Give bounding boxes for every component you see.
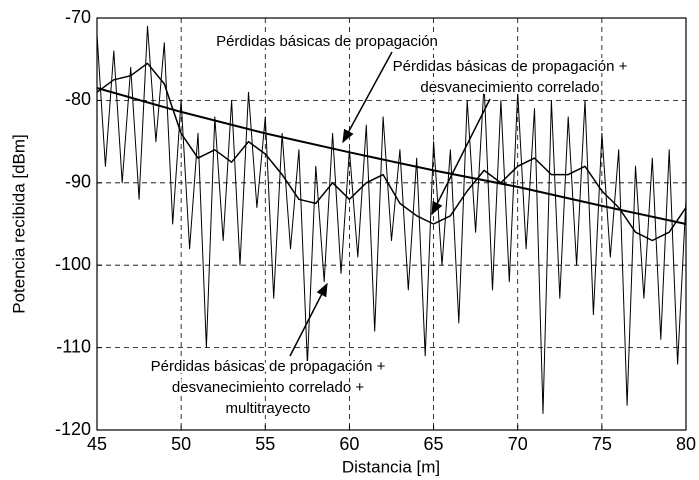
arrow <box>289 282 328 357</box>
plot-background <box>97 18 686 430</box>
x-tick-label: 60 <box>339 434 359 454</box>
y-axis-label: Potencia recibida [dBm] <box>9 134 28 314</box>
x-tick-label: 55 <box>255 434 275 454</box>
x-tick-label: 45 <box>87 434 107 454</box>
x-axis-label: Distancia [m] <box>342 457 440 476</box>
series-line <box>96 25 687 414</box>
x-tick-label: 75 <box>592 434 612 454</box>
y-tick-label: -80 <box>65 89 91 109</box>
arrow <box>431 98 491 216</box>
annotation: Pérdidas básicas de propagación + <box>151 358 386 375</box>
y-tick-label: -100 <box>55 254 91 274</box>
plot-frame <box>96 17 687 431</box>
annotation: Pérdidas básicas de propagación <box>216 33 438 50</box>
y-tick-label: -110 <box>56 336 91 356</box>
series-line <box>96 87 687 225</box>
y-tick-label: -120 <box>55 419 91 439</box>
arrow <box>342 51 393 144</box>
x-tick-label: 50 <box>171 434 191 454</box>
x-tick-label: 80 <box>676 434 696 454</box>
series-line <box>96 62 687 242</box>
plot-area <box>96 17 687 431</box>
x-tick-label: 65 <box>424 434 444 454</box>
annotation: multitrayecto <box>225 400 310 417</box>
x-tick-label: 70 <box>508 434 528 454</box>
annotation: Pérdidas básicas de propagación + <box>393 58 628 75</box>
annotation: desvanecimiento correlado + <box>172 379 364 396</box>
y-tick-label: -70 <box>65 7 91 27</box>
annotation: desvanecimiento correlado <box>420 79 599 96</box>
y-tick-label: -90 <box>65 172 91 192</box>
